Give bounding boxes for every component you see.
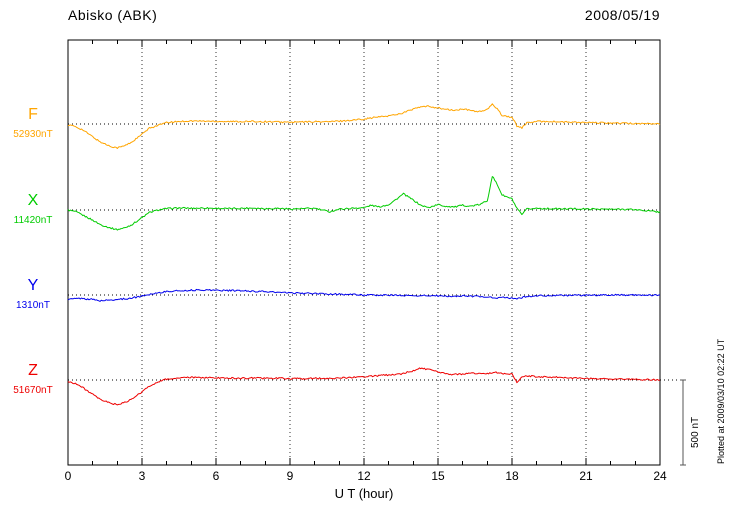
- credit-text: Plotted at 2009/03/10 02:22 UT: [716, 338, 726, 464]
- x-tick-label: 9: [286, 469, 294, 483]
- trace-label-Z: Z: [28, 362, 38, 379]
- x-tick-label: 6: [212, 469, 220, 483]
- station-title: Abisko (ABK): [68, 7, 158, 23]
- x-tick-label: 24: [653, 469, 667, 483]
- x-axis-label: U T (hour): [334, 486, 394, 501]
- trace-X: [67, 176, 661, 231]
- trace-Z: [67, 367, 661, 406]
- trace-label-Y: Y: [27, 277, 39, 294]
- trace-label-X: X: [27, 192, 39, 209]
- scale-bar-label: 500 nT: [690, 416, 701, 448]
- trace-baseline-value-F: 52930nT: [13, 129, 53, 140]
- trace-Y: [67, 288, 661, 302]
- x-tick-label: 3: [138, 469, 146, 483]
- x-tick-label: 15: [431, 469, 445, 483]
- x-tick-label: 21: [579, 469, 593, 483]
- x-tick-label: 0: [64, 469, 72, 483]
- date-label: 2008/05/19: [584, 7, 660, 23]
- x-tick-label: 12: [357, 469, 371, 483]
- trace-baseline-value-Y: 1310nT: [16, 300, 50, 311]
- trace-label-F: F: [28, 106, 38, 123]
- trace-F: [67, 103, 661, 149]
- x-tick-label: 18: [505, 469, 519, 483]
- trace-baseline-value-Z: 51670nT: [13, 385, 53, 396]
- trace-baseline-value-X: 11420nT: [13, 215, 53, 226]
